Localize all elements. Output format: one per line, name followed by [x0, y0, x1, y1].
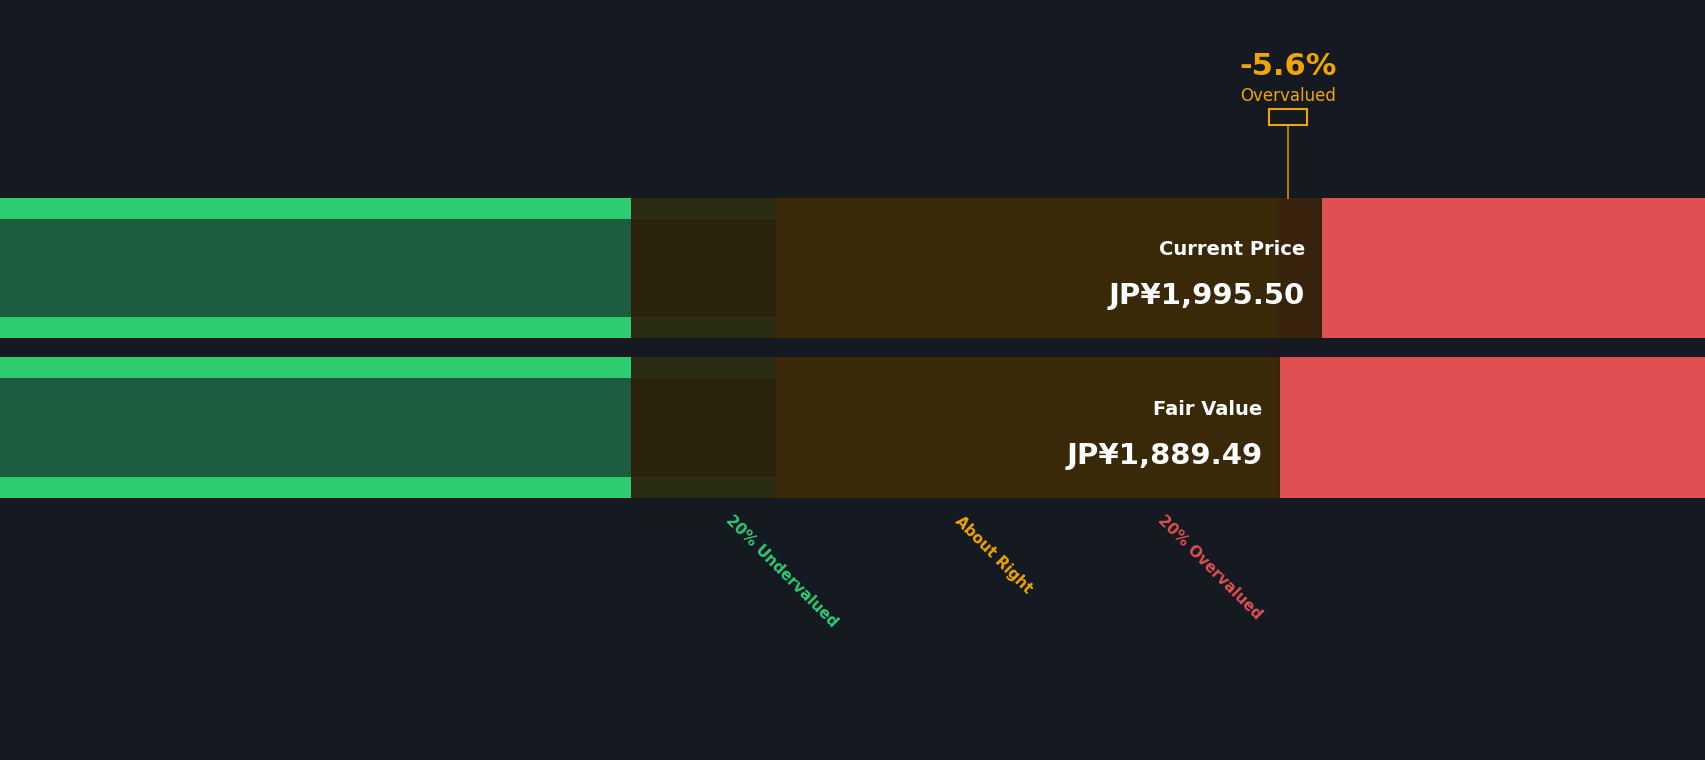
- Bar: [1279, 198, 1705, 338]
- Bar: [0, 219, 776, 317]
- Text: 20% Overvalued: 20% Overvalued: [1154, 513, 1263, 622]
- Bar: [1279, 357, 1705, 498]
- Text: JP¥1,995.50: JP¥1,995.50: [1108, 282, 1304, 310]
- Bar: [1269, 109, 1306, 125]
- Bar: [0, 357, 776, 378]
- Text: 20% Undervalued: 20% Undervalued: [723, 513, 841, 631]
- Bar: [0, 477, 776, 498]
- Text: Fair Value: Fair Value: [1153, 400, 1262, 419]
- Bar: [776, 198, 1279, 338]
- Text: Current Price: Current Price: [1158, 240, 1304, 259]
- Text: About Right: About Right: [951, 513, 1033, 596]
- Bar: [631, 357, 1279, 498]
- Bar: [631, 198, 1321, 338]
- Bar: [0, 198, 776, 219]
- Bar: [0, 378, 776, 477]
- Text: -5.6%: -5.6%: [1238, 52, 1337, 81]
- Bar: [776, 357, 1279, 498]
- Text: Overvalued: Overvalued: [1240, 87, 1335, 105]
- Bar: [0, 317, 776, 338]
- Text: JP¥1,889.49: JP¥1,889.49: [1066, 442, 1262, 470]
